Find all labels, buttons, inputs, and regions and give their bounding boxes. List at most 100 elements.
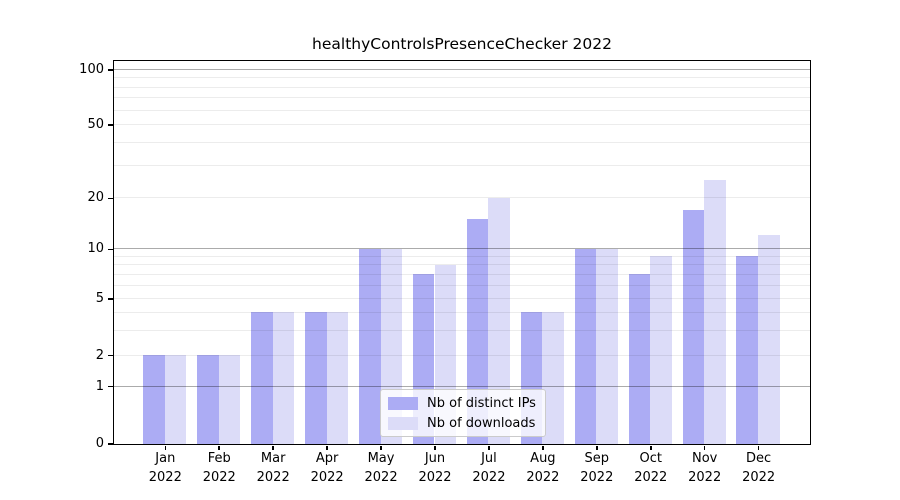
x-label-month: May: [367, 451, 395, 466]
gridline-major-100: [113, 69, 810, 71]
y-tick-label-100: 100: [79, 62, 104, 77]
x-label-year: 2022: [634, 469, 668, 485]
gridline-minor-80: [113, 86, 810, 88]
bar-oct-ips: [628, 274, 651, 444]
y-tick-label-20: 20: [87, 190, 104, 206]
bar-feb-downloads: [218, 355, 241, 444]
y-tick-label-10: 10: [87, 241, 104, 257]
x-tick-feb: [218, 445, 220, 450]
x-label-year: 2022: [580, 469, 614, 485]
x-tick-label-mar: Mar 2022: [238, 450, 308, 487]
x-tick-label-jun: Jun 2022: [400, 450, 470, 487]
bar-dec-downloads: [758, 235, 780, 444]
gridline-minor-30: [113, 164, 810, 166]
x-label-year: 2022: [526, 469, 560, 485]
bar-apr-ips: [304, 312, 327, 444]
x-tick-label-apr: Apr 2022: [292, 450, 362, 487]
x-label-month: Jul: [481, 451, 497, 466]
bar-dec-ips: [736, 256, 759, 444]
bar-jul-ips: [466, 218, 489, 444]
bar-feb-ips: [197, 355, 219, 444]
x-tick-sep: [596, 445, 598, 450]
x-tick-jul: [488, 445, 490, 450]
x-tick-aug: [542, 445, 544, 450]
x-label-month: Aug: [530, 451, 556, 466]
x-label-year: 2022: [418, 469, 452, 485]
x-tick-jan: [164, 445, 167, 450]
gridline-minor-2: [113, 354, 810, 356]
gridline-minor-3: [113, 329, 810, 331]
bar-sep-downloads: [596, 248, 618, 444]
x-label-month: Jun: [424, 451, 446, 466]
y-tick-50: [107, 124, 113, 126]
y-tick-1: [107, 385, 113, 388]
y-tick-10: [107, 248, 113, 251]
legend-label-distinct-ips: Nb of distinct IPs: [427, 395, 536, 411]
gridline-minor-20: [113, 197, 810, 199]
gridline-minor-50: [113, 124, 810, 125]
legend: Nb of distinct IPs Nb of downloads: [380, 389, 546, 437]
x-tick-label-aug: Aug 2022: [508, 450, 578, 487]
x-label-month: Apr: [315, 451, 339, 466]
x-tick-label-feb: Feb 2022: [184, 450, 254, 487]
bar-jul-downloads: [488, 197, 511, 444]
y-tick-label-1: 1: [95, 378, 104, 394]
x-tick-mar: [272, 445, 274, 450]
gridline-minor-7: [113, 273, 810, 275]
gridline-minor-90: [113, 77, 810, 79]
gridline-major-1: [113, 385, 810, 387]
x-label-year: 2022: [256, 469, 290, 485]
legend-label-downloads: Nb of downloads: [427, 415, 536, 431]
x-tick-label-oct: Oct 2022: [616, 450, 686, 487]
legend-item-downloads: Nb of downloads: [388, 416, 545, 431]
gridline-minor-70: [113, 97, 810, 99]
y-tick-label-2: 2: [95, 347, 104, 363]
x-label-month: Dec: [746, 451, 772, 466]
legend-item-distinct-ips: Nb of distinct IPs: [388, 396, 545, 411]
x-label-year: 2022: [688, 469, 722, 485]
bar-nov-downloads: [704, 179, 726, 444]
x-tick-oct: [650, 445, 652, 450]
gridline-minor-8: [113, 264, 810, 266]
x-label-year: 2022: [472, 469, 506, 485]
plot-area: [112, 59, 811, 445]
bar-may-ips: [358, 248, 381, 444]
y-tick-label-5: 5: [95, 290, 104, 306]
bar-mar-downloads: [272, 312, 295, 444]
x-label-month: Jan: [155, 451, 176, 466]
x-tick-label-dec: Dec 2022: [724, 450, 794, 487]
chart-title: healthyControlsPresenceChecker 2022: [312, 35, 612, 53]
legend-swatch-downloads: [388, 416, 418, 430]
x-label-month: Mar: [260, 451, 286, 466]
y-tick-0: [107, 443, 113, 445]
y-tick-20: [107, 197, 113, 200]
x-tick-may: [380, 445, 382, 450]
bar-jan-downloads: [164, 355, 187, 444]
x-label-year: 2022: [742, 469, 776, 485]
gridline-major-10: [113, 248, 810, 250]
bar-oct-downloads: [650, 256, 672, 444]
x-label-month: Oct: [639, 451, 662, 466]
x-label-year: 2022: [202, 469, 236, 485]
x-tick-nov: [703, 445, 706, 450]
gridline-minor-4: [113, 311, 810, 313]
bar-sep-ips: [574, 248, 597, 444]
x-tick-jun: [434, 445, 436, 450]
x-label-month: Sep: [584, 451, 610, 466]
y-tick-100: [107, 69, 113, 71]
x-tick-label-jan: Jan 2022: [130, 450, 200, 487]
gridline-minor-60: [113, 109, 810, 111]
y-tick-label-50: 50: [87, 116, 104, 132]
x-label-year: 2022: [310, 469, 344, 485]
legend-swatch-distinct-ips: [388, 396, 418, 410]
x-tick-label-may: May 2022: [346, 450, 416, 487]
x-tick-label-nov: Nov 2022: [670, 450, 740, 487]
y-tick-5: [107, 298, 113, 300]
bar-aug-downloads: [542, 312, 565, 444]
gridline-minor-6: [113, 284, 810, 286]
x-label-year: 2022: [364, 469, 398, 485]
x-tick-label-jul: Jul 2022: [454, 450, 524, 487]
bar-mar-ips: [250, 312, 273, 444]
x-tick-apr: [326, 445, 328, 450]
